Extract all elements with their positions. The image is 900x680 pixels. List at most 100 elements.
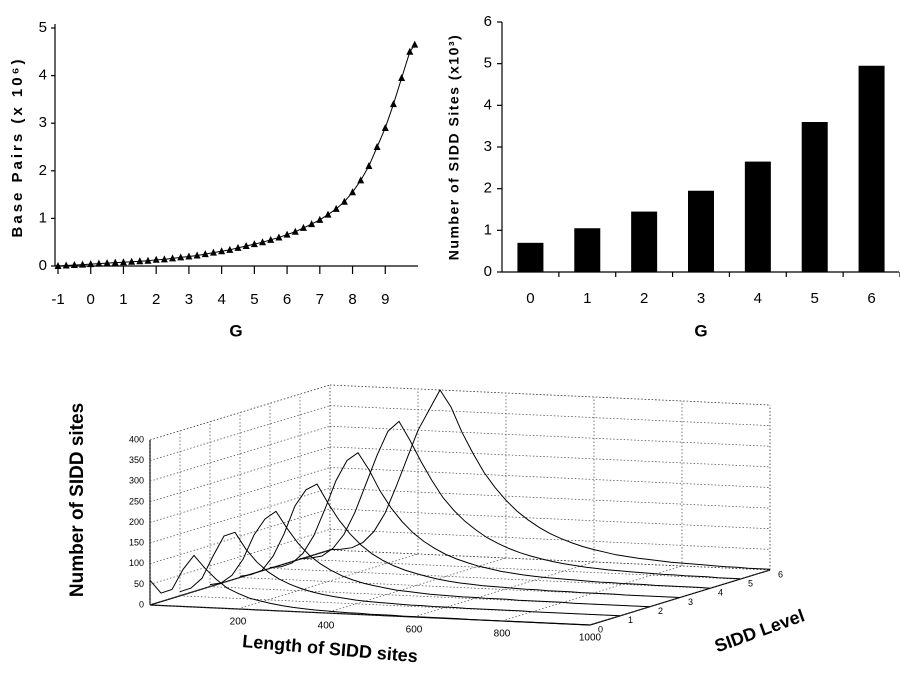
y-tick-label: 0	[39, 257, 47, 274]
data-marker	[144, 256, 152, 264]
data-line	[299, 420, 741, 580]
data-marker	[275, 233, 283, 241]
data-marker	[152, 255, 160, 263]
data-line	[209, 510, 651, 608]
data-line	[179, 531, 621, 617]
data-marker	[79, 260, 87, 268]
grid-line	[329, 487, 771, 509]
depth-tick-label: 5	[748, 579, 753, 589]
z-tick-label: 200	[129, 517, 144, 527]
depth-tick-label: 1	[628, 615, 633, 625]
x-tick-label: 5	[250, 291, 258, 308]
x-axis-label: G	[229, 321, 242, 340]
x-tick-label: 200	[230, 617, 247, 628]
z-axis-label: Number of SIDD sites	[67, 403, 88, 597]
x-tick-label: 600	[406, 625, 423, 636]
frame-edge	[329, 384, 771, 406]
z-tick-label: 400	[129, 434, 144, 444]
data-marker	[201, 250, 209, 258]
bar	[631, 211, 658, 272]
data-marker	[185, 252, 193, 260]
z-tick-label: 50	[134, 579, 144, 589]
x-tick-label: 4	[217, 291, 225, 308]
data-marker	[193, 251, 201, 259]
x-tick-label: 5	[811, 290, 819, 307]
bar	[688, 190, 714, 272]
x-tick-label: 1	[583, 290, 591, 307]
data-marker	[242, 242, 250, 250]
grid-line	[269, 567, 711, 589]
grid-line	[329, 425, 771, 447]
x-tick-label: 6	[283, 291, 291, 308]
z-tick-label: 150	[129, 538, 144, 548]
depth-tick-label: 0	[598, 624, 603, 634]
data-marker	[160, 255, 168, 263]
data-marker	[119, 258, 127, 266]
depth-tick-label: 2	[658, 606, 663, 616]
data-marker	[398, 73, 406, 81]
data-marker	[250, 240, 258, 248]
data-marker	[316, 215, 324, 223]
y-tick-label: 4	[484, 96, 492, 113]
grid-line	[329, 405, 771, 426]
x-tick-label: 800	[494, 629, 511, 640]
data-marker	[209, 248, 217, 256]
depth-tick-label: 6	[778, 569, 783, 579]
data-marker	[70, 261, 78, 269]
x-tick-label: 3	[185, 291, 193, 308]
y-axis-label: Base Pairs (x 10⁶)	[9, 57, 26, 238]
data-marker	[324, 210, 332, 218]
x-tick-label: -1	[51, 291, 64, 308]
data-marker	[283, 230, 291, 238]
data-marker	[54, 262, 62, 269]
x-tick-label: 1000	[579, 633, 602, 644]
y-tick-label: 2	[484, 180, 492, 197]
z-tick-label: 250	[129, 496, 144, 506]
x-tick-label: 7	[316, 291, 324, 308]
x-tick-label: 6	[867, 290, 875, 307]
x-tick-label: 0	[87, 291, 95, 308]
data-line	[239, 483, 681, 598]
data-line	[149, 554, 591, 626]
x-axis-label: Length of SIDD sites	[242, 631, 419, 666]
y-tick-label: 3	[39, 114, 47, 131]
data-marker	[136, 257, 144, 265]
bar	[858, 65, 885, 272]
data-marker	[259, 238, 267, 246]
y-tick-label: 6	[484, 13, 492, 30]
data-marker	[177, 253, 185, 261]
depth-tick-label: 3	[688, 597, 693, 607]
data-marker	[95, 259, 103, 267]
data-marker	[62, 261, 70, 269]
bar	[744, 161, 771, 272]
data-marker	[365, 162, 373, 170]
x-tick-label: 9	[381, 291, 389, 308]
y-tick-label: 3	[484, 138, 492, 155]
data-marker	[373, 143, 381, 150]
z-tick-label: 350	[129, 455, 144, 465]
data-marker	[406, 47, 414, 55]
data-marker	[169, 254, 177, 262]
y-tick-label: 2	[39, 162, 47, 179]
bar	[517, 242, 544, 272]
data-marker	[291, 227, 299, 235]
x-tick-label: 2	[640, 290, 648, 307]
data-marker	[411, 40, 419, 48]
bar	[801, 122, 828, 272]
grid-line	[329, 508, 771, 530]
y-tick-label: 1	[484, 221, 492, 238]
data-marker	[299, 223, 307, 231]
data-line	[269, 451, 711, 589]
data-marker	[128, 257, 136, 265]
x-tick-label: 2	[152, 291, 160, 308]
data-marker	[389, 100, 397, 108]
x-axis-label: G	[694, 321, 707, 340]
data-marker	[103, 259, 111, 267]
data-marker	[332, 204, 340, 212]
data-marker	[226, 245, 234, 253]
data-marker	[349, 188, 357, 196]
x-tick-label: 0	[526, 290, 534, 307]
y-tick-label: 1	[39, 209, 47, 226]
